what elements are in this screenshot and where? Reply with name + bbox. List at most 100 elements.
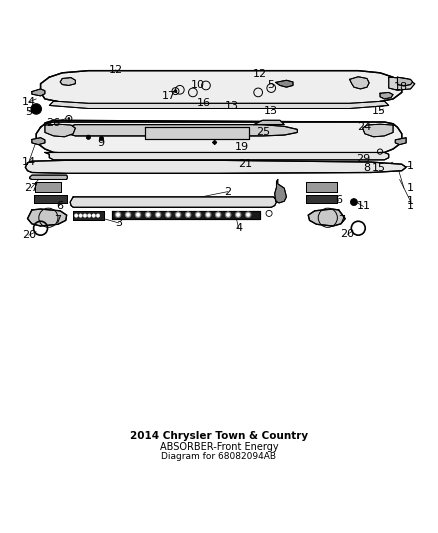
Text: 26: 26 (46, 118, 61, 128)
Polygon shape (35, 182, 61, 192)
Text: ABSORBER-Front Energy: ABSORBER-Front Energy (160, 442, 278, 452)
Polygon shape (41, 71, 402, 107)
Circle shape (245, 212, 251, 218)
Circle shape (146, 213, 150, 216)
Polygon shape (34, 195, 67, 204)
Text: 20: 20 (22, 230, 36, 240)
Polygon shape (25, 160, 406, 173)
Circle shape (165, 212, 171, 218)
Circle shape (135, 212, 141, 218)
Polygon shape (45, 152, 389, 160)
Text: 11: 11 (357, 201, 371, 212)
Polygon shape (350, 77, 369, 89)
Polygon shape (380, 92, 393, 99)
Polygon shape (306, 182, 336, 192)
Circle shape (125, 212, 131, 218)
Text: 6: 6 (335, 196, 342, 205)
Text: 13: 13 (225, 101, 239, 111)
Circle shape (247, 213, 250, 216)
Circle shape (83, 214, 87, 217)
Circle shape (31, 104, 42, 114)
Polygon shape (73, 211, 104, 220)
Circle shape (235, 212, 241, 218)
Text: 21: 21 (238, 159, 252, 169)
Text: 3: 3 (115, 218, 122, 228)
Text: 12: 12 (109, 65, 123, 75)
Text: 17: 17 (162, 91, 176, 101)
Polygon shape (363, 124, 393, 137)
Circle shape (177, 213, 180, 216)
Polygon shape (60, 78, 75, 85)
Circle shape (79, 214, 82, 217)
Text: 5: 5 (267, 80, 274, 91)
Circle shape (185, 212, 191, 218)
Text: 1: 1 (407, 196, 414, 206)
Text: 16: 16 (197, 98, 211, 108)
Polygon shape (28, 209, 67, 226)
Text: 1: 1 (407, 183, 414, 193)
Text: 4: 4 (235, 223, 242, 233)
Text: Diagram for 68082094AB: Diagram for 68082094AB (162, 452, 276, 461)
Circle shape (116, 213, 120, 216)
Circle shape (156, 213, 160, 216)
Polygon shape (389, 77, 415, 90)
Circle shape (175, 212, 181, 218)
Text: 5: 5 (25, 107, 32, 117)
Text: 15: 15 (372, 163, 386, 173)
Text: 2: 2 (224, 187, 231, 197)
Text: 24: 24 (357, 122, 371, 132)
Polygon shape (45, 124, 75, 137)
Circle shape (166, 213, 170, 216)
Polygon shape (306, 195, 336, 204)
Circle shape (195, 212, 201, 218)
Circle shape (186, 213, 190, 216)
Text: 1: 1 (407, 161, 414, 172)
Text: 7: 7 (54, 215, 61, 225)
Polygon shape (49, 101, 389, 109)
Text: 7: 7 (338, 215, 345, 225)
Text: 20: 20 (340, 229, 354, 239)
Text: 15: 15 (372, 106, 386, 116)
Circle shape (88, 214, 91, 217)
Polygon shape (276, 80, 293, 87)
Circle shape (86, 135, 91, 140)
Polygon shape (145, 127, 250, 139)
Polygon shape (212, 140, 217, 144)
Text: 18: 18 (394, 82, 408, 92)
Circle shape (350, 199, 357, 206)
Polygon shape (275, 180, 286, 203)
Circle shape (196, 213, 200, 216)
Circle shape (99, 136, 104, 141)
Text: 10: 10 (191, 80, 205, 91)
Text: 27: 27 (24, 183, 38, 193)
Circle shape (206, 213, 210, 216)
Text: 1: 1 (407, 200, 414, 211)
Polygon shape (113, 211, 260, 219)
Text: 25: 25 (256, 126, 270, 136)
Circle shape (126, 213, 130, 216)
Polygon shape (32, 89, 45, 96)
Polygon shape (32, 138, 45, 144)
Circle shape (237, 213, 240, 216)
Circle shape (136, 213, 140, 216)
Polygon shape (36, 122, 402, 158)
Circle shape (205, 212, 211, 218)
Text: 12: 12 (253, 69, 268, 79)
Text: 13: 13 (264, 106, 278, 116)
Text: 6: 6 (56, 200, 63, 211)
Circle shape (225, 212, 231, 218)
Circle shape (68, 118, 70, 119)
Circle shape (145, 212, 151, 218)
Polygon shape (70, 197, 276, 207)
Text: 19: 19 (235, 142, 249, 152)
Polygon shape (45, 120, 376, 132)
Text: 14: 14 (22, 97, 36, 107)
Text: 9: 9 (97, 138, 104, 148)
Text: 8: 8 (364, 163, 371, 173)
Circle shape (216, 213, 220, 216)
Circle shape (226, 213, 230, 216)
Polygon shape (395, 138, 406, 144)
Text: 2014 Chrysler Town & Country: 2014 Chrysler Town & Country (130, 431, 308, 441)
Circle shape (96, 214, 100, 217)
Circle shape (74, 214, 78, 217)
